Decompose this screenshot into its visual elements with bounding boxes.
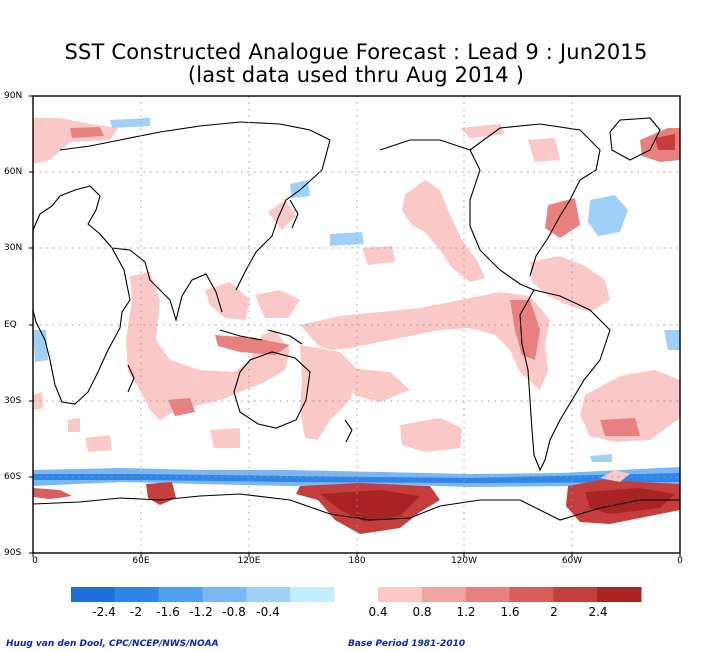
- colorbar-label: -2.4: [92, 605, 116, 619]
- colorbar-swatch-positive: [509, 587, 554, 602]
- tropical-atlantic-warm: [530, 256, 610, 312]
- colorbar-swatch-negative: [114, 587, 160, 602]
- colorbar-label: -0.8: [222, 605, 246, 619]
- lat-label-eq: EQ: [4, 320, 17, 330]
- colorbar-label: 0.4: [368, 605, 388, 619]
- colorbar-label: 1.6: [500, 605, 520, 619]
- anomaly-shading: [33, 118, 680, 534]
- colorbar-swatch-negative: [158, 587, 203, 602]
- colorbar-label: 0.8: [412, 605, 432, 619]
- lon-label-0-east: 0: [677, 556, 683, 566]
- southern-ocean-cool-core: [33, 473, 680, 483]
- lon-label-180: 180: [348, 556, 366, 566]
- map-title-line1: SST Constructed Analogue Forecast : Lead…: [64, 40, 648, 64]
- colorbar-swatch-positive: [553, 587, 598, 602]
- lat-label-30s: 30S: [4, 396, 22, 406]
- colorbar-label: -0.4: [256, 605, 280, 619]
- colorbar-label: 2.4: [588, 605, 608, 619]
- north-pacific-warm: [402, 180, 485, 282]
- lat-label-60s: 60S: [4, 472, 22, 482]
- colorbar-label: -2: [130, 605, 142, 619]
- lat-label-30n: 30N: [4, 243, 23, 253]
- nw-atlantic-cool: [588, 195, 628, 236]
- credit-author: Huug van den Dool, CPC/NCEP/NWS/NOAA: [6, 639, 219, 649]
- lat-label-60n: 60N: [4, 167, 23, 177]
- lon-label-120w: 120W: [450, 556, 478, 566]
- lon-label-60e: 60E: [132, 556, 150, 566]
- axis-ticks: [29, 95, 681, 557]
- lon-label-0-west: 0: [32, 556, 38, 566]
- colorbar-swatch-negative: [290, 587, 335, 602]
- colorbar-label: 1.2: [456, 605, 476, 619]
- colorbar-label: -1.6: [156, 605, 180, 619]
- lon-label-120e: 120E: [237, 556, 261, 566]
- colorbar-swatch-negative: [202, 587, 247, 602]
- lat-label-90s: 90S: [4, 548, 22, 558]
- coastlines: [32, 117, 680, 521]
- colorbar-swatch-positive: [597, 587, 642, 602]
- lat-label-90n: 90N: [4, 91, 23, 101]
- gridlines: [33, 96, 680, 553]
- colorbar-swatch-positive: [421, 587, 467, 602]
- map-title-line2: (last data used thru Aug 2014 ): [187, 63, 525, 87]
- colorbar-label: -1.2: [189, 605, 213, 619]
- colorbar-swatch-positive: [465, 587, 510, 602]
- colorbar: [71, 587, 642, 602]
- colorbar-label: 2: [550, 605, 558, 619]
- pacific-warm-band: [300, 292, 550, 390]
- colorbar-swatch-positive: [378, 587, 423, 602]
- colorbar-swatch-negative: [71, 587, 116, 602]
- credit-base-period: Base Period 1981-2010: [348, 639, 466, 649]
- lon-label-60w: 60W: [561, 556, 583, 566]
- colorbar-swatch-negative: [246, 587, 291, 602]
